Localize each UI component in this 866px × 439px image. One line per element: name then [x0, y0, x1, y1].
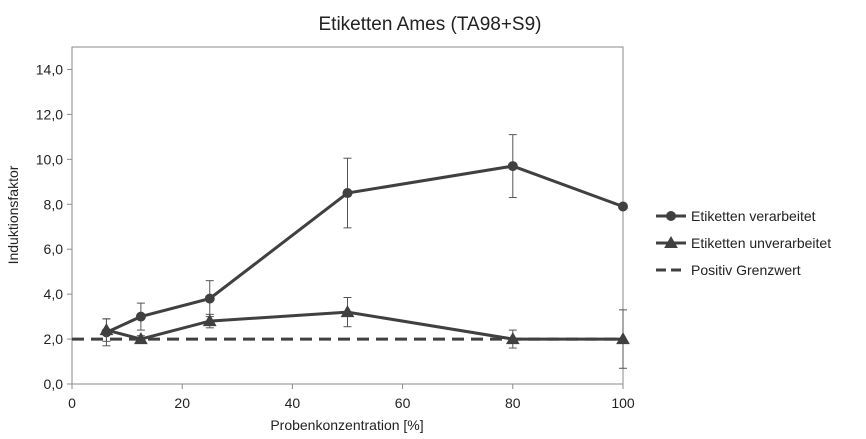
series-1 — [99, 297, 630, 369]
legend-label: Positiv Grenzwert — [691, 262, 801, 278]
y-tick-label: 8,0 — [44, 196, 64, 212]
y-tick-label: 2,0 — [44, 331, 64, 347]
legend-label: Etiketten verarbeitet — [691, 208, 816, 224]
data-point — [99, 323, 114, 336]
data-point — [616, 332, 630, 345]
legend-marker — [666, 211, 676, 221]
legend-item: Etiketten unverarbeitet — [656, 235, 831, 251]
data-point — [507, 161, 518, 172]
x-tick-label: 80 — [505, 395, 521, 411]
y-tick-label: 12,0 — [36, 106, 63, 122]
data-point — [202, 314, 217, 327]
chart-title: Etiketten Ames (TA98+S9) — [319, 14, 542, 35]
data-point — [135, 311, 146, 322]
y-tick-label: 0,0 — [44, 376, 64, 392]
y-tick-label: 10,0 — [36, 151, 63, 167]
y-tick-label: 4,0 — [44, 286, 64, 302]
series-line — [106, 310, 623, 341]
data-point — [340, 305, 355, 318]
x-tick-label: 20 — [174, 395, 190, 411]
data-point — [342, 188, 353, 199]
series-layer — [72, 134, 630, 369]
y-tick-label: 14,0 — [36, 61, 63, 77]
series-0 — [101, 134, 628, 347]
x-axis-ticks: 0 20 40 60 80 100 — [68, 384, 635, 411]
plot-area — [71, 46, 624, 385]
x-tick-label: 0 — [68, 395, 76, 411]
legend-item: Positiv Grenzwert — [656, 262, 801, 278]
data-point — [204, 293, 215, 304]
y-tick-label: 6,0 — [44, 241, 64, 257]
legend: Etiketten verarbeitet Etiketten unverarbe… — [656, 208, 831, 278]
legend-label: Etiketten unverarbeitet — [691, 235, 831, 251]
legend-item: Etiketten verarbeitet — [656, 208, 816, 224]
x-tick-label: 40 — [285, 395, 301, 411]
y-axis-label: Induktionsfaktor — [5, 165, 21, 264]
x-tick-label: 100 — [611, 395, 635, 411]
data-point — [618, 201, 628, 212]
x-axis-label: Probenkonzentration [%] — [270, 417, 423, 433]
x-tick-label: 60 — [395, 395, 411, 411]
y-axis-ticks: 0,0 2,0 4,0 6,0 8,0 10,0 12,0 14,0 — [36, 61, 72, 392]
series-line — [105, 164, 624, 334]
legend-marker — [664, 235, 678, 248]
